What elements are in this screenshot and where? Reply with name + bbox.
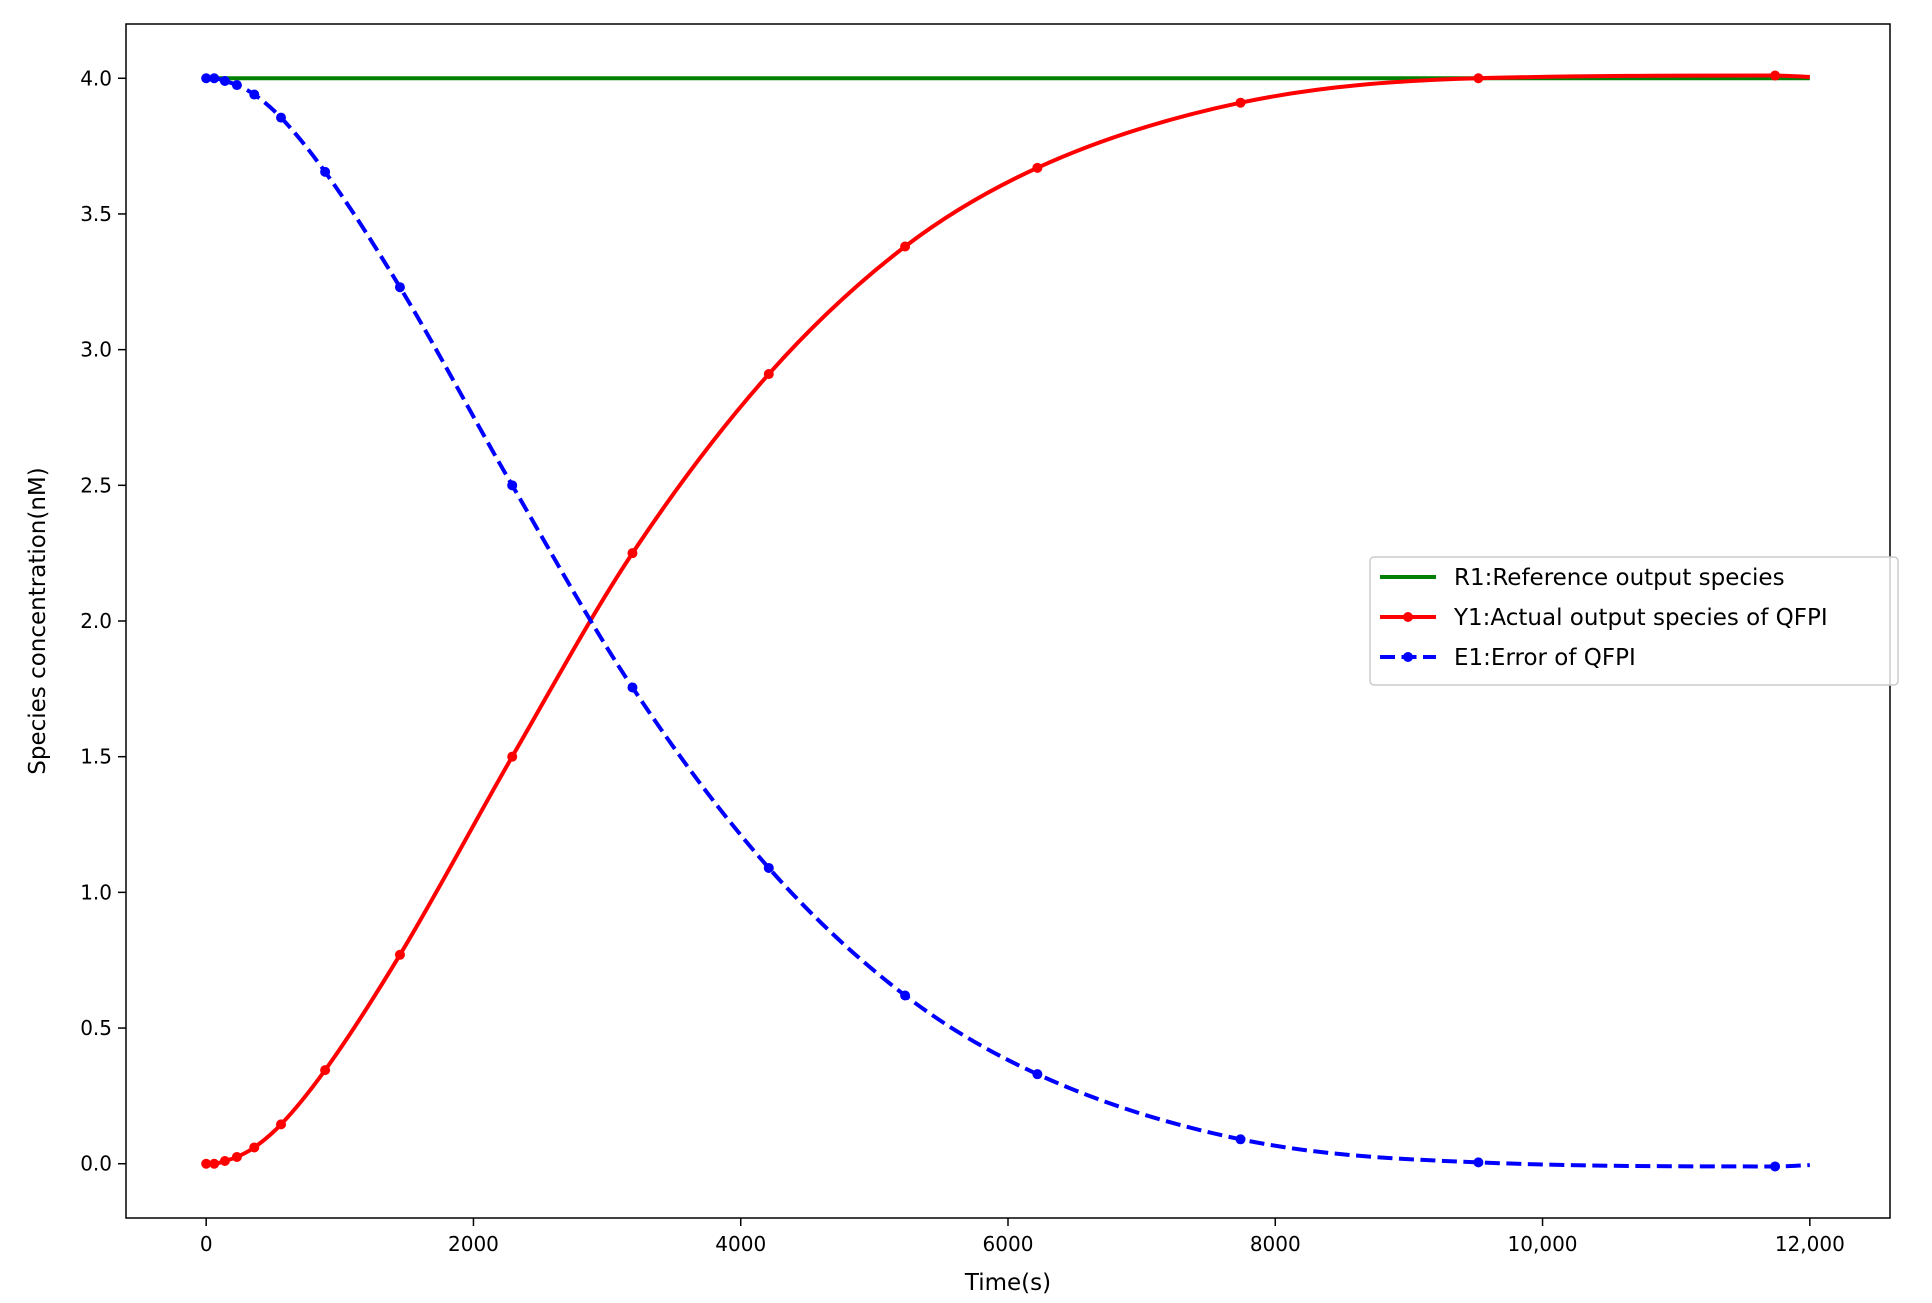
series-2-point: [900, 241, 911, 252]
x-tick-label: 0: [200, 1232, 213, 1256]
y-tick-label: 2.5: [80, 473, 112, 497]
series-3-point: [276, 112, 287, 123]
y-tick-label: 2.0: [80, 609, 112, 633]
series-3-point: [1235, 1134, 1246, 1145]
y-tick-label: 0.5: [80, 1016, 112, 1040]
series-3-point: [209, 73, 220, 84]
series-2-point: [249, 1142, 260, 1153]
series-3-point: [394, 282, 405, 293]
legend-label-1: R1:Reference output species: [1454, 565, 1785, 591]
legend-label-3: E1:Error of QFPI: [1454, 645, 1636, 671]
series-3-point: [763, 862, 774, 873]
series-3-point: [249, 89, 260, 100]
series-2-point: [276, 1119, 287, 1130]
series-3-point: [507, 480, 518, 491]
series-2-point: [763, 369, 774, 380]
series-2-point: [1235, 97, 1246, 108]
x-tick-label: 8000: [1250, 1232, 1301, 1256]
series-2-point: [1770, 70, 1781, 81]
y-tick-label: 3.0: [80, 338, 112, 362]
x-tick-label: 10,000: [1508, 1232, 1578, 1256]
series-3-point: [627, 682, 638, 693]
series-3-point: [1032, 1069, 1043, 1080]
series-2-point: [394, 949, 405, 960]
series-3-point: [1473, 1157, 1484, 1168]
y-tick-label: 0.0: [80, 1152, 112, 1176]
series-3-point: [320, 166, 331, 177]
series-3-group: [201, 73, 1810, 1172]
series-2-group: [201, 70, 1810, 1169]
series-3-point: [900, 990, 911, 1001]
series-3-point: [219, 75, 230, 86]
x-axis-label: Time(s): [964, 1270, 1051, 1296]
series-2-point: [209, 1158, 220, 1169]
series-2-point: [231, 1151, 242, 1162]
series-2-point: [1473, 73, 1484, 84]
legend-marker-3: [1403, 652, 1413, 662]
series-2-point: [219, 1156, 230, 1167]
x-tick-label: 12,000: [1775, 1232, 1845, 1256]
legend-marker-2: [1403, 612, 1413, 622]
y-tick-label: 4.0: [80, 66, 112, 90]
x-tick-label: 4000: [715, 1232, 766, 1256]
legend-box: [1369, 556, 1899, 686]
series-2-point: [1032, 162, 1043, 173]
series-2-point: [201, 1158, 212, 1169]
y-tick-label: 1.0: [80, 880, 112, 904]
x-tick-label: 6000: [983, 1232, 1034, 1256]
series-2-point: [320, 1065, 331, 1076]
x-tick-label: 2000: [448, 1232, 499, 1256]
series-3-point: [201, 73, 212, 84]
series-2-point: [627, 548, 638, 559]
legend-label-2: Y1:Actual output species of QFPI: [1453, 605, 1828, 631]
series-3-point: [1770, 1161, 1781, 1172]
plot-area: [201, 70, 1810, 1172]
series-2-point: [507, 751, 518, 762]
y-tick-label: 3.5: [80, 202, 112, 226]
series-3-point: [231, 80, 242, 91]
y-axis-label: Species concentration(nM): [25, 467, 51, 775]
y-tick-label: 1.5: [80, 745, 112, 769]
legend: R1:Reference output species Y1:Actual out…: [1369, 556, 1899, 686]
